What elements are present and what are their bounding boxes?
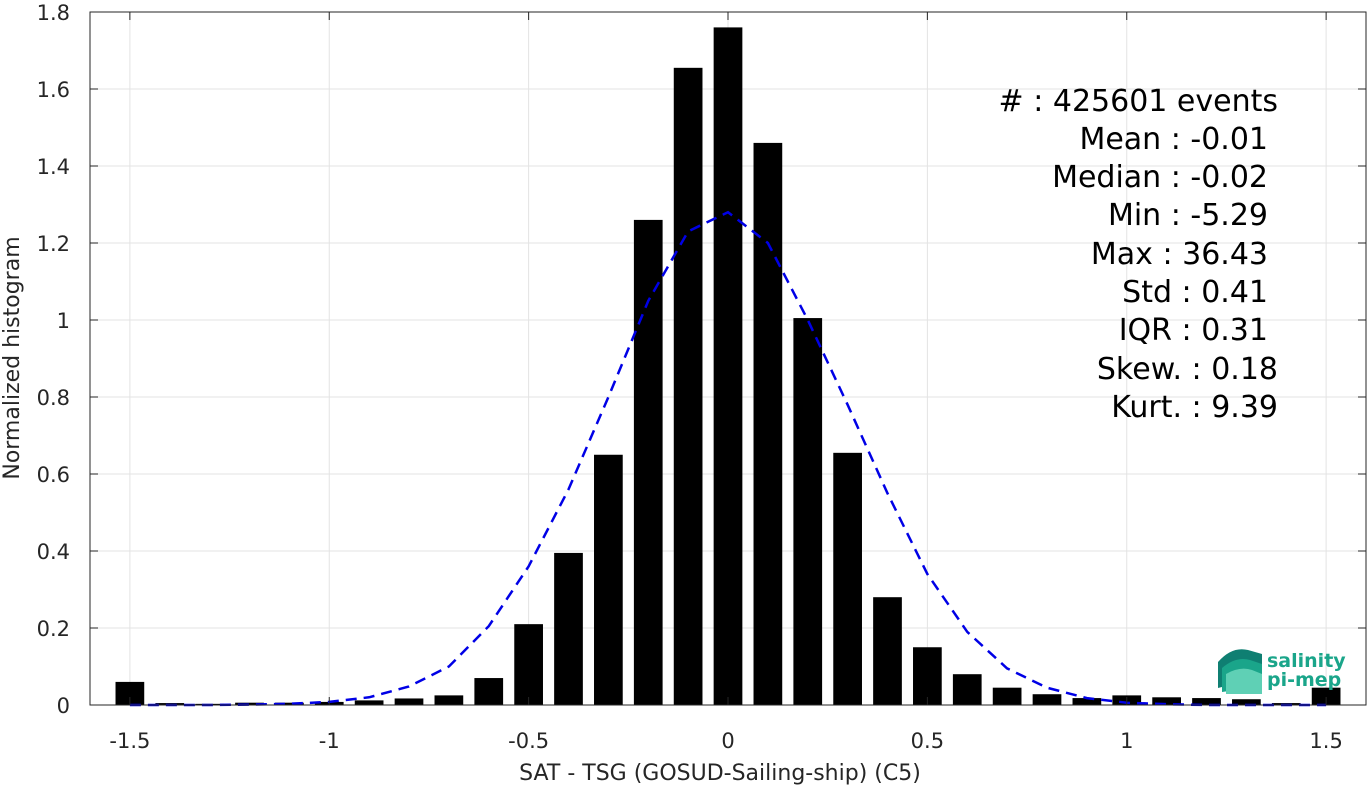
stat-kurt: Kurt. : 9.39 <box>1111 390 1278 425</box>
histogram-bar <box>913 647 942 705</box>
stat-skew: Skew. : 0.18 <box>1097 352 1278 387</box>
axis-ticks <box>90 11 1366 706</box>
stat-events: # : 425601 events <box>999 84 1278 119</box>
histogram-bar <box>873 597 902 705</box>
salinity-pi-mep-logo: salinity pi-mep <box>1218 649 1346 694</box>
histogram-bar <box>1192 698 1221 705</box>
x-tick-labels: -1.5 -1 -0.5 0 0.5 1 1.5 <box>109 729 1342 753</box>
y-tick-label: 0 <box>57 694 70 718</box>
stat-median: Median : -0.02 <box>1052 160 1268 195</box>
y-tick-label: 1.6 <box>37 78 70 102</box>
stat-mean: Mean : -0.01 <box>1079 122 1268 157</box>
y-tick-label: 0.2 <box>37 617 70 641</box>
histogram-bar <box>514 624 543 705</box>
histogram-bar <box>394 698 424 705</box>
logo-text-salinity: salinity <box>1267 650 1346 672</box>
x-tick-label: -1 <box>319 729 340 753</box>
y-tick-label: 0.6 <box>37 463 70 487</box>
histogram-bar <box>354 700 384 705</box>
histogram-bar <box>275 702 304 705</box>
histogram-bar <box>992 687 1022 705</box>
histogram-bar <box>753 142 783 705</box>
histogram-bar <box>833 452 862 705</box>
histogram-bar <box>115 681 145 705</box>
x-axis-label: SAT - TSG (GOSUD-Sailing-ship) (C5) <box>519 761 921 786</box>
histogram-bar <box>594 454 623 705</box>
logo-text-pi-mep: pi-mep <box>1267 669 1341 691</box>
histogram-bar <box>633 219 663 705</box>
histogram-bar <box>434 695 464 705</box>
y-tick-label: 1.2 <box>37 232 70 256</box>
stats-box: # : 425601 events Mean : -0.01 Median : … <box>999 84 1278 425</box>
histogram-bar <box>673 67 703 705</box>
histogram-bar <box>793 318 823 705</box>
histogram-bar <box>1072 698 1102 705</box>
histogram-bar <box>554 552 583 705</box>
x-tick-label: 1.5 <box>1309 729 1342 753</box>
x-tick-label: 0.5 <box>911 729 944 753</box>
stat-max: Max : 36.43 <box>1091 237 1268 272</box>
x-tick-label: -0.5 <box>508 729 549 753</box>
stat-std: Std : 0.41 <box>1122 275 1268 310</box>
histogram-bar <box>1152 697 1181 705</box>
y-axis-label: Normalized histogram <box>0 236 25 479</box>
x-tick-label: 0 <box>721 729 734 753</box>
y-tick-label: 0.4 <box>37 540 70 564</box>
histogram-bar <box>1311 687 1341 705</box>
y-tick-label: 1.4 <box>37 155 70 179</box>
histogram-bar <box>1232 699 1261 705</box>
histogram-bar <box>235 702 264 705</box>
stat-min: Min : -5.29 <box>1108 198 1268 233</box>
histogram-bar <box>1032 694 1062 705</box>
y-tick-labels: 0 0.2 0.4 0.6 0.8 1 1.2 1.4 1.6 1.8 <box>37 1 70 718</box>
y-tick-label: 1.8 <box>37 1 70 25</box>
x-tick-label: -1.5 <box>109 729 150 753</box>
histogram-bar <box>952 674 982 705</box>
y-tick-label: 0.8 <box>37 386 70 410</box>
histogram-bar <box>474 678 504 705</box>
y-tick-label: 1 <box>57 309 70 333</box>
stat-iqr: IQR : 0.31 <box>1119 313 1268 348</box>
histogram-bar <box>713 27 743 705</box>
x-tick-label: 1 <box>1120 729 1133 753</box>
wave-logo-icon <box>1218 649 1262 694</box>
histogram-bars <box>115 27 1341 705</box>
